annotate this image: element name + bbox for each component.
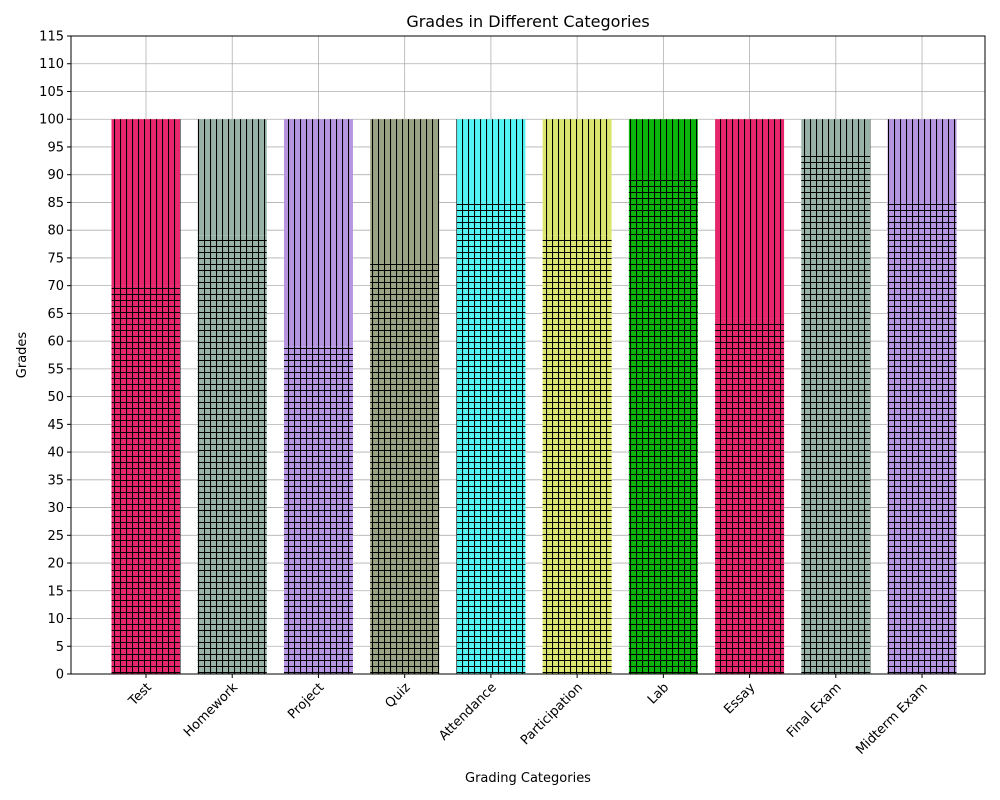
y-tick-label: 90 (47, 168, 64, 183)
bar-hatch (370, 119, 440, 264)
x-tick-label: Project (285, 680, 327, 722)
bar-hatch (197, 235, 267, 674)
x-tick-label: Test (125, 680, 154, 709)
bars (111, 119, 957, 675)
x-axis-label: Grading Categories (465, 771, 591, 786)
x-tick-label: Participation (518, 680, 586, 748)
y-tick-label: 30 (47, 501, 64, 516)
y-axis-label: Grades (15, 332, 30, 379)
bar-hatch (801, 119, 871, 153)
bar-hatch (801, 152, 871, 675)
chart-title: Grades in Different Categories (406, 12, 649, 31)
y-tick-label: 105 (39, 85, 64, 100)
bar-hatch (715, 318, 785, 674)
y-axis-ticks: 0 5 10 15 20 25 30 35 40 45 50 55 60 65 70 75 80 85 90 95 10… (39, 30, 71, 683)
x-tick-label: Final Exam (784, 680, 845, 741)
y-tick-label: 100 (39, 113, 64, 128)
bar-hatch (715, 119, 785, 319)
bar-hatch (197, 119, 267, 236)
bar-hatch (111, 119, 181, 286)
y-tick-label: 95 (47, 140, 64, 155)
x-tick-label: Homework (181, 680, 241, 740)
y-tick-label: 10 (47, 612, 64, 627)
x-tick-label: Midterm Exam (853, 680, 931, 758)
bar-hatch (283, 119, 353, 347)
y-tick-label: 5 (56, 640, 64, 655)
x-tick-label: Lab (645, 680, 672, 707)
y-tick-label: 50 (47, 390, 64, 405)
bar-hatch (542, 119, 612, 236)
y-tick-label: 110 (39, 57, 64, 72)
bar-hatch (283, 346, 353, 674)
y-tick-label: 75 (47, 251, 64, 266)
x-axis-ticks: Test Homework Project Quiz Attendance Partici… (125, 674, 931, 758)
y-tick-label: 25 (47, 529, 64, 544)
bar-hatch (887, 202, 957, 674)
plot-frame (70, 35, 986, 675)
y-tick-label: 85 (47, 196, 64, 211)
bar-hatch (542, 235, 612, 674)
y-tick-label: 80 (47, 224, 64, 239)
y-tick-label: 0 (56, 668, 64, 683)
bar-hatch (456, 202, 526, 674)
y-tick-label: 60 (47, 335, 64, 350)
bar-hatch (628, 174, 698, 674)
y-tick-label: 65 (47, 307, 64, 322)
y-tick-label: 20 (47, 557, 64, 572)
bar-hatch (370, 263, 440, 674)
y-tick-label: 35 (47, 473, 64, 488)
y-tick-label: 55 (47, 362, 64, 377)
x-tick-label: Essay (721, 680, 758, 717)
x-tick-label: Quiz (382, 680, 413, 711)
bar-hatch (628, 119, 698, 175)
bar-hatch (111, 285, 181, 674)
bar-hatch (456, 119, 526, 203)
x-tick-label: Attendance (436, 680, 499, 743)
y-tick-label: 115 (39, 30, 64, 45)
y-tick-label: 40 (47, 446, 64, 461)
y-tick-label: 45 (47, 418, 64, 433)
y-tick-label: 70 (47, 279, 64, 294)
bar-hatch (887, 119, 957, 203)
y-tick-label: 15 (47, 584, 64, 599)
